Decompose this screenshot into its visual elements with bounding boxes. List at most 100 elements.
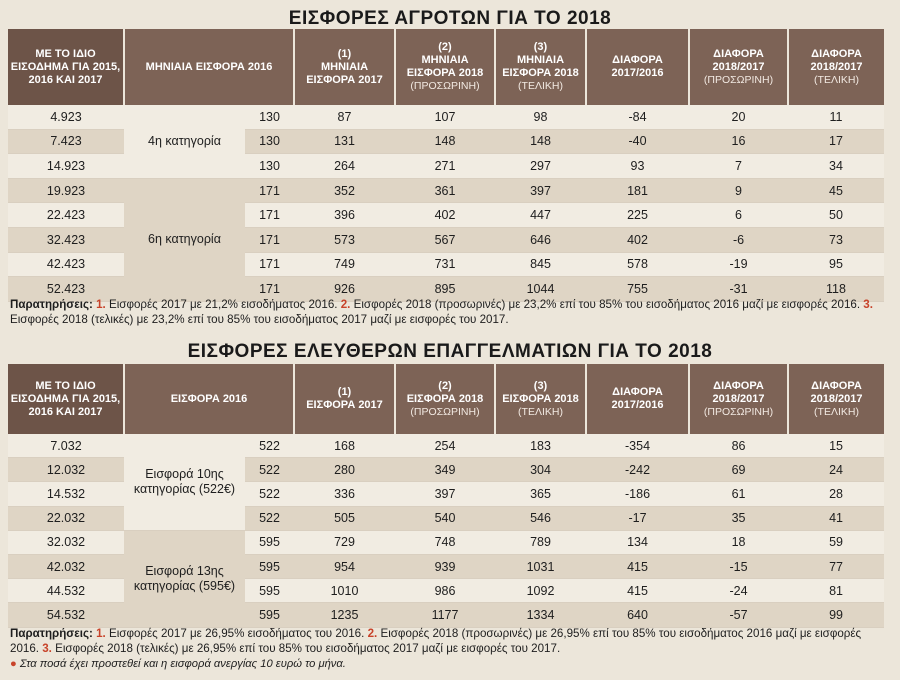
column-header-number: (3): [533, 379, 548, 392]
table2-header-row: ΜΕ ΤΟ ΙΔΙΟ ΕΙΣΟΔΗΜΑ ΓΙΑ 2015, 2016 ΚΑΙ 2…: [8, 364, 885, 434]
column-header-text: ΕΙΣΦΟΡΑ 2016: [170, 392, 248, 405]
table-cell: 32.423: [8, 227, 124, 253]
table-cell: 729: [294, 530, 396, 555]
table-cell: 130: [245, 153, 294, 179]
table-cell: -15: [689, 554, 789, 580]
table-cell: 171: [245, 178, 294, 204]
column-header: ΜΕ ΤΟ ΙΔΙΟ ΕΙΣΟΔΗΜΑ ΓΙΑ 2015, 2016 ΚΑΙ 2…: [8, 29, 125, 105]
table-cell: 397: [495, 178, 586, 204]
table-cell: -31: [689, 276, 788, 302]
table-row: 44.532 595 1010 986 1092 415 -24 81: [8, 578, 885, 604]
column-header-subtext: (ΠΡΟΣΩΡΙΝΗ): [410, 80, 480, 92]
table-cell: 32.032: [8, 530, 124, 555]
column-header-text: ΜΗΝΙΑΙΑ ΕΙΣΦΟΡΑ 2017: [306, 60, 383, 86]
table-cell: 50: [788, 202, 884, 228]
column-header-text: ΜΗΝΙΑΙΑ ΕΙΣΦΟΡΑ 2018: [406, 54, 484, 79]
table-cell: -84: [586, 105, 689, 130]
table-cell: 118: [788, 276, 884, 302]
note-number: 3.: [42, 642, 52, 655]
table-cell: 447: [495, 202, 586, 228]
notes-label: Παρατηρήσεις:: [10, 627, 93, 640]
table-cell: 19.923: [8, 178, 124, 204]
column-header-text: ΔΙΑΦΟΡΑ 2017/2016: [611, 54, 664, 79]
table-row: 4.923 4η κατηγορία 130 87 107 98 -84 20 11: [8, 105, 884, 179]
table-cell: 148: [395, 129, 495, 155]
table-cell: 183: [495, 434, 587, 459]
table-cell: 415: [586, 554, 690, 580]
table-cell: 954: [294, 554, 396, 580]
table-cell: 7.423: [8, 129, 124, 155]
table-cell: 14.532: [8, 481, 124, 507]
table-row: 14.532 522 336 397 365 -186 61 28: [8, 481, 885, 507]
table-cell: 18: [689, 530, 789, 555]
table-cell: 361: [395, 178, 495, 204]
table-cell: 130: [245, 129, 294, 155]
table-cell: 640: [586, 602, 690, 628]
column-header-text: ΕΙΣΦΟΡΑ 2018: [406, 392, 484, 405]
table-cell: 4.923: [8, 105, 124, 130]
column-header: (3) ΜΗΝΙΑΙΑ ΕΙΣΦΟΡΑ 2018 (ΤΕΛΙΚΗ): [495, 29, 587, 105]
table-cell: 939: [395, 554, 496, 580]
table-cell: 52.423: [8, 276, 124, 302]
table-cell: -6: [689, 227, 788, 253]
table-cell: 61: [689, 481, 789, 507]
table-cell: 34: [788, 153, 884, 179]
table-cell: -242: [586, 457, 690, 483]
column-header: ΜΕ ΤΟ ΙΔΙΟ ΕΙΣΟΔΗΜΑ ΓΙΑ 2015, 2016 ΚΑΙ 2…: [8, 364, 125, 434]
table-cell: 22.032: [8, 506, 124, 531]
freelancers-contributions-table: ΜΕ ΤΟ ΙΔΙΟ ΕΙΣΟΔΗΜΑ ΓΙΑ 2015, 2016 ΚΑΙ 2…: [8, 364, 885, 628]
table-cell: 41: [788, 506, 885, 531]
column-header-text: ΔΙΑΦΟΡΑ 2018/2017: [712, 47, 765, 73]
table-row: 54.532 595 1235 1177 1334 640 -57 99: [8, 602, 885, 628]
table-cell: 365: [495, 481, 587, 507]
note-text: Εισφορές 2017 με 21,2% εισοδήματος 2016.: [105, 298, 341, 311]
table-cell: 6: [689, 202, 788, 228]
table-cell: 130: [245, 105, 294, 130]
table-cell: 22.423: [8, 202, 124, 228]
column-header-text: ΜΕ ΤΟ ΙΔΙΟ ΕΙΣΟΔΗΜΑ ΓΙΑ 2015, 2016 ΚΑΙ 2…: [10, 47, 121, 86]
table-cell: 926: [294, 276, 395, 302]
table-row: 32.423 171 573 567 646 402 -6 73: [8, 227, 884, 253]
table-cell: 1235: [294, 602, 396, 628]
table-cell: 540: [395, 506, 496, 531]
note-number: 1.: [96, 627, 106, 640]
table-cell: -40: [586, 129, 689, 155]
column-header-text: ΔΙΑΦΟΡΑ 2017/2016: [611, 386, 664, 411]
table-row: 19.923 6η κατηγορία 171 352 361 397 181 9 45: [8, 178, 884, 302]
table-cell: 171: [245, 202, 294, 228]
column-header: (1) ΕΙΣΦΟΡΑ 2017: [294, 364, 397, 434]
table-cell: 297: [495, 153, 586, 179]
category-cell: Εισφορά 10ης κατηγορίας (522€): [124, 434, 245, 531]
note-number: 2.: [367, 627, 378, 640]
table-cell: 349: [395, 457, 496, 483]
table-cell: 271: [395, 153, 495, 179]
column-header-text: ΕΙΣΦΟΡΑ 2018: [502, 392, 579, 405]
table-cell: 396: [294, 202, 395, 228]
note-number: 3.: [863, 298, 873, 311]
note-text: Εισφορές 2018 (προσωρινές) με 23,2% επί …: [350, 298, 864, 311]
table-cell: -186: [586, 481, 690, 507]
column-header: ΕΙΣΦΟΡΑ 2016: [124, 364, 296, 434]
table-cell: 54.532: [8, 602, 124, 628]
table-cell: 1177: [395, 602, 496, 628]
table-cell: 1031: [495, 554, 587, 580]
table-cell: -17: [586, 506, 690, 531]
table-cell: 748: [395, 530, 496, 555]
table-cell: 573: [294, 227, 395, 253]
table-cell: 578: [586, 252, 689, 278]
column-header: ΔΙΑΦΟΡΑ 2018/2017 (ΠΡΟΣΩΡΙΝΗ): [689, 29, 789, 105]
table-cell: 81: [788, 578, 885, 604]
column-header: ΔΙΑΦΟΡΑ 2017/2016: [586, 364, 691, 434]
table-cell: 28: [788, 481, 885, 507]
table-row: 22.423 171 396 402 447 225 6 50: [8, 202, 884, 228]
table-cell: 87: [294, 105, 395, 130]
table-cell: 402: [586, 227, 689, 253]
table-cell: 522: [245, 481, 295, 507]
table-row: 12.032 522 280 349 304 -242 69 24: [8, 457, 885, 483]
table-cell: 11: [788, 105, 884, 130]
table-cell: 845: [495, 252, 586, 278]
table-cell: -19: [689, 252, 788, 278]
table-cell: 567: [395, 227, 495, 253]
table-cell: 14.923: [8, 153, 124, 179]
